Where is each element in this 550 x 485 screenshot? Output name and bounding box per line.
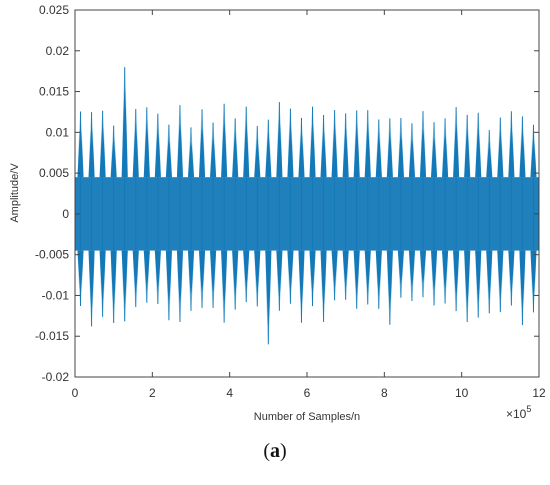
- x-tick-label: 10: [455, 386, 469, 400]
- y-axis-label: Amplitude/V: [9, 163, 21, 223]
- x-tick-label: 4: [226, 386, 233, 400]
- y-tick-label: 0: [62, 207, 69, 221]
- signal-baseline-band: [75, 177, 539, 251]
- y-tick-label: -0.015: [35, 329, 69, 343]
- x-tick-label: 0: [72, 386, 79, 400]
- chart: -0.02 -0.015 -0.01 -0.005 0 0.005 0.01 0.015 0.0…: [9, 3, 546, 423]
- x-exponent-power: 5: [526, 404, 531, 414]
- y-axis: -0.02 -0.015 -0.01 -0.005 0 0.005 0.01 0.015 0.0…: [35, 3, 539, 384]
- x-exponent: ×105: [506, 404, 531, 421]
- x-axis: 0 2 4 6 8 10 12: [72, 10, 546, 400]
- figure-caption: (a): [0, 440, 550, 463]
- caption-close: ): [280, 440, 287, 462]
- x-exponent-base: ×10: [506, 407, 527, 421]
- x-tick-label: 12: [532, 386, 546, 400]
- signal-series: [75, 67, 539, 345]
- y-tick-label: -0.005: [35, 248, 69, 262]
- caption-open: (: [263, 440, 270, 462]
- x-axis-label: Number of Samples/n: [254, 411, 360, 423]
- caption-letter: a: [270, 440, 280, 462]
- x-tick-label: 8: [381, 386, 388, 400]
- y-tick-label: 0.01: [46, 125, 70, 139]
- y-tick-label: 0.015: [39, 85, 69, 99]
- y-tick-label: 0.02: [46, 44, 70, 58]
- y-tick-label: -0.02: [42, 370, 70, 384]
- x-tick-label: 6: [304, 386, 311, 400]
- y-tick-label: 0.005: [39, 166, 69, 180]
- x-tick-label: 2: [149, 386, 156, 400]
- y-tick-label: 0.025: [39, 3, 69, 17]
- y-tick-label: -0.01: [42, 288, 70, 302]
